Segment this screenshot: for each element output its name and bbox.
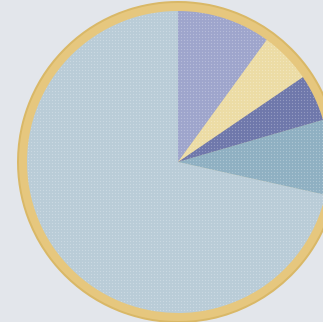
pie-texture-overlay — [27, 11, 323, 313]
